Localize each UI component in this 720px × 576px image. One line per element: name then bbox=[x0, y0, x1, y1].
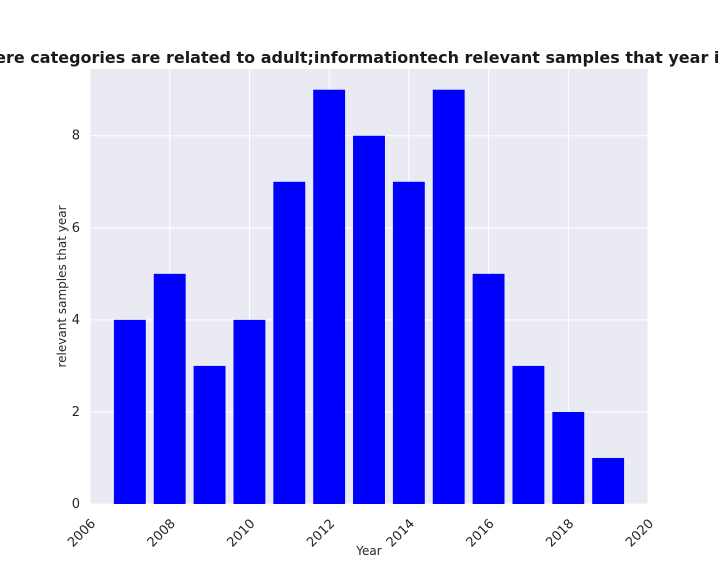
y-tick-label: 0 bbox=[72, 497, 80, 512]
bar-2013 bbox=[353, 135, 385, 504]
x-tick-label: 2014 bbox=[384, 516, 418, 550]
bar-2018 bbox=[552, 411, 585, 504]
bar-2009 bbox=[193, 365, 226, 504]
x-tick-label: 2012 bbox=[304, 516, 338, 550]
bar-2019 bbox=[592, 457, 625, 504]
bar-2010 bbox=[233, 319, 266, 504]
bar-2012 bbox=[313, 89, 346, 504]
x-tick-label: 2008 bbox=[145, 516, 179, 550]
bar-2014 bbox=[392, 181, 425, 504]
x-tick-label: 2016 bbox=[464, 516, 498, 550]
y-tick-label: 2 bbox=[72, 405, 80, 420]
y-tick-label: 8 bbox=[72, 129, 80, 144]
y-tick-label: 6 bbox=[72, 221, 80, 236]
x-tick-label: 2020 bbox=[623, 516, 657, 550]
chart-title: Number of samples where categories are r… bbox=[0, 48, 720, 67]
x-tick-label: 2006 bbox=[65, 516, 99, 550]
y-axis-label: relevant samples that year bbox=[55, 205, 69, 367]
bar-2007 bbox=[113, 319, 146, 504]
bar-2011 bbox=[273, 181, 306, 504]
x-tick-label: 2010 bbox=[224, 516, 258, 550]
x-tick-label: 2018 bbox=[543, 516, 577, 550]
bar-2016 bbox=[472, 273, 505, 504]
y-tick-label: 4 bbox=[72, 313, 80, 328]
bar-2015 bbox=[432, 89, 465, 504]
bar-2008 bbox=[153, 273, 186, 504]
bars bbox=[113, 89, 625, 504]
bar-2017 bbox=[512, 365, 545, 504]
x-axis-label: Year bbox=[355, 544, 381, 558]
y-tick-labels: 0 2 4 6 8 bbox=[72, 129, 80, 512]
